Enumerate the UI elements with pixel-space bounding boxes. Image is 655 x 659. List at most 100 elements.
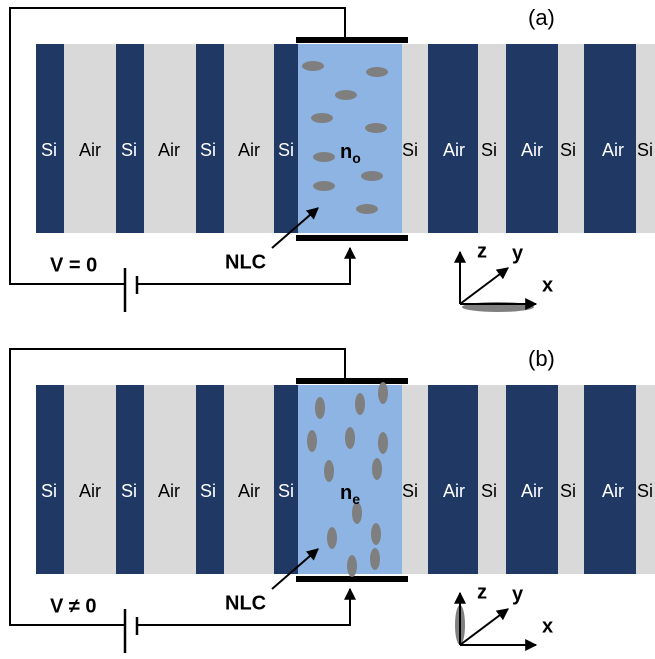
lc-molecule [335, 90, 357, 100]
layer-label: Si [121, 481, 137, 501]
voltage-label: V = 0 [50, 254, 97, 276]
air-layer [144, 44, 196, 233]
nlc-label: NLC [225, 251, 266, 273]
axis-label-x: x [542, 615, 553, 637]
si-layer [36, 44, 64, 233]
layer-label: Si [481, 140, 497, 160]
lc-molecule [302, 61, 324, 71]
layer-label: Air [158, 140, 180, 160]
axis-label-y: y [512, 583, 524, 605]
si-layer [274, 385, 298, 574]
lc-molecule [324, 460, 334, 482]
air-layer [224, 44, 274, 233]
lc-molecule [315, 397, 325, 419]
si-layer [584, 44, 636, 233]
layer-label: Air [602, 140, 624, 160]
layer-label: Air [602, 481, 624, 501]
layer-label: Si [278, 140, 294, 160]
si-layer [584, 385, 636, 574]
layer-label: Air [238, 481, 260, 501]
lc-molecule [372, 458, 382, 480]
layer-label: Si [637, 481, 653, 501]
axis-y [460, 609, 508, 645]
layer-label: Air [79, 140, 101, 160]
layer-label: Si [121, 140, 137, 160]
panel-label: (b) [528, 346, 555, 371]
layer-label: Si [200, 481, 216, 501]
lc-molecule [365, 123, 387, 133]
electrode-top [296, 378, 408, 384]
layer-label: Air [79, 481, 101, 501]
voltage-label: V ≠ 0 [50, 595, 97, 617]
index-sub: e [352, 491, 360, 507]
layer-label: Si [41, 481, 57, 501]
lc-molecule [307, 430, 317, 452]
layer-label: Air [443, 481, 465, 501]
nlc-cell [298, 385, 402, 574]
panel: Si Air Si Air Si Air Si Si Air Si Air Si Air Si no V = … [10, 5, 655, 312]
air-layer [402, 44, 428, 233]
panel: Si Air Si Air Si Air Si Si Air Si Air Si Air Si ne V ≠ … [10, 346, 655, 653]
layer-label: Si [41, 140, 57, 160]
layer-label: Si [402, 481, 418, 501]
lc-molecule [356, 204, 378, 214]
layer-label: Si [200, 140, 216, 160]
index-sub: o [352, 150, 361, 166]
layer-label: Air [521, 481, 543, 501]
layer-label: Si [560, 481, 576, 501]
lc-molecule [355, 393, 365, 415]
air-layer [636, 44, 655, 233]
layer-label: Si [560, 140, 576, 160]
lc-molecule [378, 382, 388, 404]
electrode-bottom [296, 235, 408, 241]
layer-label: Si [278, 481, 294, 501]
si-layer [428, 385, 478, 574]
axis-label-z: z [477, 240, 487, 262]
nlc-label: NLC [225, 592, 266, 614]
lc-molecule [371, 523, 381, 545]
lc-molecule [311, 113, 333, 123]
layer-label: Si [637, 140, 653, 160]
layer-label: Air [158, 481, 180, 501]
si-layer [196, 385, 224, 574]
air-layer [558, 44, 584, 233]
si-layer [506, 385, 558, 574]
air-layer [224, 385, 274, 574]
layer-label: Air [443, 140, 465, 160]
si-layer [506, 44, 558, 233]
axis-label-y: y [512, 242, 524, 264]
layer-label: Air [238, 140, 260, 160]
si-layer [274, 44, 298, 233]
axis-label-x: x [542, 274, 553, 296]
diagram: SiAirSiAirSiAirSiSiAirSiAirSiAirSinoV = … [0, 0, 655, 654]
air-layer [64, 44, 116, 233]
air-layer [478, 44, 506, 233]
layer-label: Air [521, 140, 543, 160]
index-base: n [340, 482, 352, 504]
layer-label: Si [402, 140, 418, 160]
lc-molecule [378, 432, 388, 454]
air-layer [558, 385, 584, 574]
lc-molecule [313, 152, 335, 162]
lc-molecule [347, 555, 357, 577]
panel-label: (a) [528, 5, 555, 30]
air-layer [636, 385, 655, 574]
air-layer [64, 385, 116, 574]
si-layer [36, 385, 64, 574]
si-layer [116, 44, 144, 233]
air-layer [144, 385, 196, 574]
lc-molecule [345, 427, 355, 449]
layer-label: Si [481, 481, 497, 501]
si-layer [116, 385, 144, 574]
si-layer [196, 44, 224, 233]
lc-molecule [327, 527, 337, 549]
lc-molecule [313, 181, 335, 191]
index-base: n [340, 141, 352, 163]
air-layer [402, 385, 428, 574]
si-layer [428, 44, 478, 233]
air-layer [478, 385, 506, 574]
axis-label-z: z [477, 581, 487, 603]
lc-molecule [361, 171, 383, 181]
electrode-top [296, 37, 408, 43]
lc-molecule [366, 67, 388, 77]
